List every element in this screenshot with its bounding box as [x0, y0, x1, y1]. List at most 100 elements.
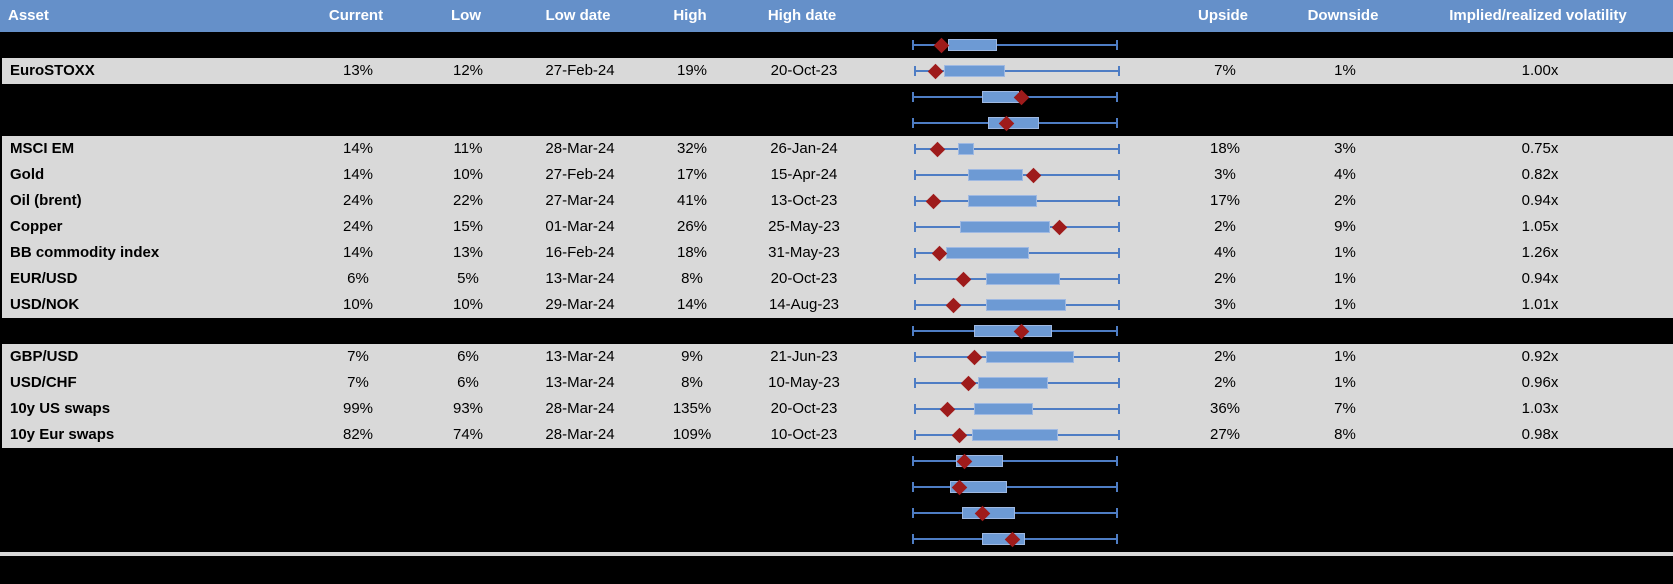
- cell-asset: Oil (brent): [10, 192, 82, 209]
- whisker-right-cap: [1118, 196, 1120, 206]
- cell-downside: 1%: [1334, 296, 1356, 313]
- cell-high: 17%: [676, 166, 708, 183]
- boxplot-cell: [858, 318, 1168, 344]
- iqr-box: [986, 351, 1075, 363]
- iqr-box: [974, 403, 1034, 415]
- cell-asset: BB commodity index: [10, 244, 160, 261]
- whisker-left-cap: [912, 456, 914, 466]
- diamond-marker-icon: [952, 427, 968, 443]
- table-row: MSCI EM 14% 11% 28-Mar-24 32% 26-Jan-24 18% 3% 0…: [0, 136, 1673, 162]
- boxplot: [914, 370, 1120, 396]
- cell-high: 8%: [681, 270, 703, 287]
- boxplot-cell: [858, 110, 1168, 136]
- cell-implied-realized-volatility: 1.26x: [1521, 244, 1559, 261]
- whisker-right-cap: [1116, 118, 1118, 128]
- iqr-box: [986, 273, 1060, 285]
- cell-low: 6%: [457, 374, 479, 391]
- cell-current: 24%: [342, 218, 374, 235]
- cell-upside: 3%: [1214, 166, 1236, 183]
- whisker-right-cap: [1116, 40, 1118, 50]
- hidden-row: [0, 448, 1673, 474]
- cell-asset: USD/CHF: [10, 374, 77, 391]
- cell-high: 26%: [676, 218, 708, 235]
- whisker-left-cap: [912, 326, 914, 336]
- cell-low: 22%: [452, 192, 484, 209]
- boxplot: [912, 526, 1118, 552]
- table-row: GBP/USD 7% 6% 13-Mar-24 9% 21-Jun-23 2% 1% 0.92x: [0, 344, 1673, 370]
- table-row: USD/CHF 7% 6% 13-Mar-24 8% 10-May-23 2% 1% 0.96x: [0, 370, 1673, 396]
- table-row: EuroSTOXX 13% 12% 27-Feb-24 19% 20-Oct-23 7% 1%…: [0, 58, 1673, 84]
- cell-high: 9%: [681, 348, 703, 365]
- cell-current: 13%: [342, 62, 374, 79]
- boxplot-cell: [860, 162, 1170, 188]
- whisker-right-cap: [1118, 170, 1120, 180]
- boxplot-cell: [860, 292, 1170, 318]
- whisker-right-cap: [1118, 144, 1120, 154]
- cell-downside: 1%: [1334, 244, 1356, 261]
- hidden-row: [0, 526, 1673, 552]
- cell-high: 109%: [672, 426, 712, 443]
- whisker-right-cap: [1118, 430, 1120, 440]
- col-header-upside: Upside: [1197, 7, 1248, 24]
- hidden-row: [0, 318, 1673, 344]
- whisker-line: [913, 486, 1117, 488]
- cell-implied-realized-volatility: 1.01x: [1521, 296, 1559, 313]
- boxplot: [914, 188, 1120, 214]
- cell-current: 14%: [342, 244, 374, 261]
- col-header-current: Current: [328, 7, 384, 24]
- cell-current: 10%: [342, 296, 374, 313]
- cell-high-date: 20-Oct-23: [770, 62, 838, 79]
- whisker-right-cap: [1118, 404, 1120, 414]
- table-row: 10y US swaps 99% 93% 28-Mar-24 135% 20-Oct-23…: [0, 396, 1673, 422]
- cell-downside: 1%: [1334, 62, 1356, 79]
- whisker-left-cap: [912, 482, 914, 492]
- cell-downside: 1%: [1334, 348, 1356, 365]
- cell-implied-realized-volatility: 0.98x: [1521, 426, 1559, 443]
- cell-low: 5%: [457, 270, 479, 287]
- boxplot: [914, 136, 1120, 162]
- whisker-right-cap: [1118, 222, 1120, 232]
- hidden-row: [0, 32, 1673, 58]
- boxplot-cell: [858, 32, 1168, 58]
- cell-high-date: 31-May-23: [768, 244, 840, 261]
- table-row: USD/NOK 10% 10% 29-Mar-24 14% 14-Aug-23 3% 1% 1.…: [0, 292, 1673, 318]
- whisker-line: [915, 70, 1119, 72]
- cell-upside: 2%: [1214, 348, 1236, 365]
- boxplot: [912, 500, 1118, 526]
- cell-low: 74%: [452, 426, 484, 443]
- whisker-left-cap: [914, 430, 916, 440]
- whisker-line: [915, 148, 1119, 150]
- boxplot-cell: [860, 266, 1170, 292]
- cell-upside: 4%: [1214, 244, 1236, 261]
- cell-high: 135%: [672, 400, 712, 417]
- cell-high: 8%: [681, 374, 703, 391]
- cell-upside: 17%: [1209, 192, 1241, 209]
- cell-implied-realized-volatility: 1.03x: [1521, 400, 1559, 417]
- whisker-left-cap: [912, 92, 914, 102]
- cell-asset: EuroSTOXX: [10, 62, 95, 79]
- boxplot: [912, 474, 1118, 500]
- diamond-marker-icon: [945, 297, 962, 313]
- diamond-marker-icon: [960, 375, 976, 391]
- cell-upside: 3%: [1214, 296, 1236, 313]
- cell-upside: 7%: [1214, 62, 1236, 79]
- boxplot-cell: [860, 188, 1170, 214]
- whisker-left-cap: [914, 404, 916, 414]
- diamond-marker-icon: [956, 271, 972, 287]
- boxplot-cell: [858, 474, 1168, 500]
- whisker-right-cap: [1118, 66, 1120, 76]
- boxplot-cell: [860, 240, 1170, 266]
- boxplot-cell: [860, 136, 1170, 162]
- iqr-box: [957, 143, 975, 155]
- col-header-high: High: [673, 7, 707, 24]
- col-header-range-plot: [858, 0, 1168, 32]
- whisker-left-cap: [914, 248, 916, 258]
- boxplot: [914, 292, 1120, 318]
- whisker-right-cap: [1118, 248, 1120, 258]
- cell-low-date: 13-Mar-24: [545, 348, 615, 365]
- cell-low: 13%: [452, 244, 484, 261]
- iqr-box: [945, 247, 1030, 259]
- cell-high: 32%: [676, 140, 708, 157]
- cell-high: 14%: [676, 296, 708, 313]
